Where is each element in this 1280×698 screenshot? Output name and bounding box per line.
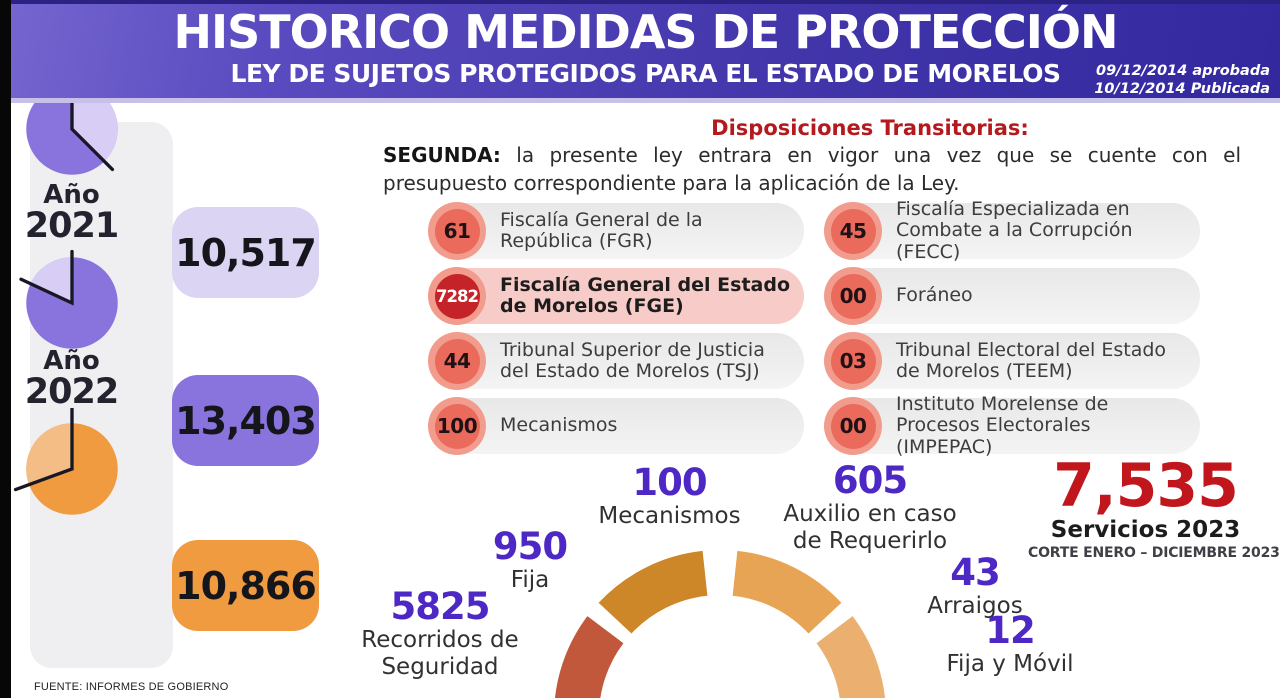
count-badge: 100 [428,397,486,455]
pie-2022-clock-hands [13,407,74,492]
year-label: Año [43,346,100,376]
stat-fija: 950 Fija [465,528,595,594]
stat-label: Auxilio en caso de Requerirlo [783,501,957,554]
entity-name: Mecanismos [438,398,804,454]
count-value: 45 [830,208,876,254]
year-label: Año [43,180,100,210]
stat-value: 5825 [390,585,491,628]
stat-value: 950 [492,525,568,568]
entity-row-tsj: 44 Tribunal Superior de Justicia del Est… [428,332,804,390]
entity-name: Fiscalía General de la República (FGR) [438,203,804,259]
entity-name: Tribunal Superior de Justicia del Estado… [438,333,804,389]
stat-auxilio: 605 Auxilio en caso de Requerirlo [770,462,970,555]
entity-name: Tribunal Electoral del Estado de Morelos… [834,333,1200,389]
year-group-2021: Año 2021 [0,182,143,364]
stat-label: Arraigos [927,593,1023,619]
count-badge: 61 [428,202,486,260]
page-subtitle: LEY DE SUJETOS PROTEGIDOS PARA EL ESTADO… [230,59,1061,88]
services-total: 7,535 [1053,451,1239,521]
entity-name: Foráneo [834,268,1200,324]
entities-grid: 61 Fiscalía General de la República (FGR… [428,198,1200,457]
years-panel [30,122,173,668]
year-total-2022: 10,866 [172,540,319,631]
stat-value: 12 [985,609,1036,652]
entity-row-fecc: 45 Fiscalía Especializada en Combate a l… [824,198,1200,262]
stat-label: Recorridos de Seguridad [361,627,519,680]
entity-row-fge: 7282 Fiscalía General del Estado de More… [428,267,804,325]
transitional-heading: Disposiciones Transitorias: [711,116,1029,140]
donut-segment-fija [555,616,624,698]
donut-segment-arraigos [816,616,885,698]
donut-segment-auxilio-en-caso-de-requerirlo [732,550,842,634]
transitional-body: la presente ley entrara en vigor una vez… [383,143,1242,195]
entity-name: Fiscalía General del Estado de Morelos (… [438,268,804,324]
count-badge: 03 [824,332,882,390]
stat-value: 605 [832,459,908,502]
entity-row-impepac: 00 Instituto Morelense de Procesos Elect… [824,393,1200,457]
stat-fija-movil: 12 Fija y Móvil [925,612,1095,678]
entity-name: Fiscalía Especializada en Combate a la C… [834,198,1200,262]
pie-2021-clock-hands [18,249,74,306]
count-value: 100 [434,403,480,449]
entity-row-mecanismos: 100 Mecanismos [428,397,804,455]
transitional-lead: SEGUNDA: [383,143,501,167]
date-published: 10/12/2014 Publicada [1094,80,1270,97]
services-total-label: Servicios 2023 [1050,517,1241,543]
year-group-2022: Año 2022 [0,348,143,530]
stat-arraigos: 43 Arraigos [905,554,1045,620]
stat-label: Mecanismos [598,503,741,529]
count-badge: 45 [824,202,882,260]
year-value: 2022 [24,372,119,412]
count-value: 44 [434,338,480,384]
count-badge: 00 [824,267,882,325]
source-note: FUENTE: INFORMES DE GOBIERNO [34,681,229,693]
header-bottom-strip [11,98,1280,103]
count-value: 00 [830,403,876,449]
pie-chart-2022 [13,407,118,515]
entity-row-foraneo: 00 Foráneo [824,267,1200,325]
count-badge: 00 [824,397,882,455]
count-value: 61 [434,208,480,254]
count-badge: 44 [428,332,486,390]
year-value: 2021 [24,206,119,246]
count-value: 00 [830,273,876,319]
entity-name: Instituto Morelense de Procesos Electora… [834,393,1200,457]
year-total-2021: 13,403 [172,375,319,466]
count-value: 7282 [434,273,480,319]
stat-label: Fija y Móvil [946,651,1074,677]
stat-label: Fija [510,567,550,593]
stat-value: 43 [950,551,1001,594]
pie-2021-slice [30,257,72,303]
entity-row-fgr: 61 Fiscalía General de la República (FGR… [428,202,804,260]
header-banner: HISTORICO MEDIDAS DE PROTECCIÓN LEY DE S… [11,0,1280,103]
year-total-2020: 10,517 [172,207,319,298]
left-black-strip [0,0,11,698]
stat-recorridos: 5825 Recorridos de Seguridad [345,588,535,681]
count-value: 03 [830,338,876,384]
header-dates: 09/12/2014 aprobada 10/12/2014 Publicada [1094,62,1270,98]
stat-mecanismos: 100 Mecanismos [597,464,742,530]
services-total-note: CORTE ENERO – DICIEMBRE 2023 [1028,545,1280,561]
entity-row-teem: 03 Tribunal Electoral del Estado de More… [824,332,1200,390]
transitional-paragraph: SEGUNDA: la presente ley entrara en vigo… [383,141,1241,197]
pie-chart-2021 [18,249,118,349]
donut-segment-mecanismos [598,550,708,634]
count-badge: 7282 [428,267,486,325]
stat-value: 100 [632,461,707,504]
date-approved: 09/12/2014 aprobada [1096,62,1270,79]
pie-2022-slice [25,423,72,485]
services-total-block: 7,535 Servicios 2023 CORTE ENERO – DICIE… [1028,451,1280,561]
page-title: HISTORICO MEDIDAS DE PROTECCIÓN [173,5,1119,59]
